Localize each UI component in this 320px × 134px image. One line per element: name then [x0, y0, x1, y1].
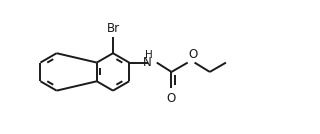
Text: N: N — [142, 56, 151, 69]
Text: O: O — [167, 92, 176, 105]
Text: O: O — [188, 48, 197, 61]
Text: H: H — [145, 50, 153, 60]
Text: Br: Br — [107, 22, 120, 35]
